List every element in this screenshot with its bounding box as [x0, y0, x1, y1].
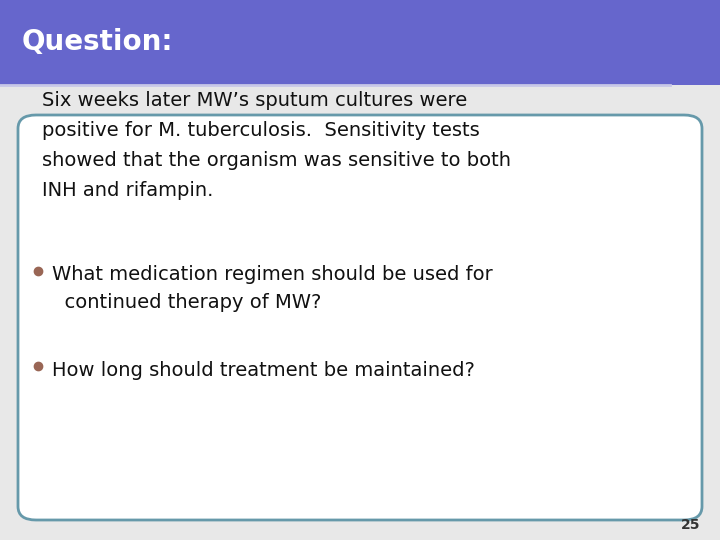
Text: Question:: Question: — [22, 29, 173, 57]
Text: showed that the organism was sensitive to both: showed that the organism was sensitive t… — [42, 151, 511, 170]
Text: INH and rifampin.: INH and rifampin. — [42, 180, 213, 199]
Text: Six weeks later MW’s sputum cultures were: Six weeks later MW’s sputum cultures wer… — [42, 91, 467, 110]
Bar — [0, 0, 720, 85]
Text: positive for M. tuberculosis.  Sensitivity tests: positive for M. tuberculosis. Sensitivit… — [42, 120, 480, 139]
Text: continued therapy of MW?: continued therapy of MW? — [52, 294, 321, 313]
Text: What medication regimen should be used for: What medication regimen should be used f… — [52, 266, 492, 285]
Text: 25: 25 — [680, 518, 700, 532]
FancyBboxPatch shape — [18, 115, 702, 520]
Text: How long should treatment be maintained?: How long should treatment be maintained? — [52, 361, 475, 380]
